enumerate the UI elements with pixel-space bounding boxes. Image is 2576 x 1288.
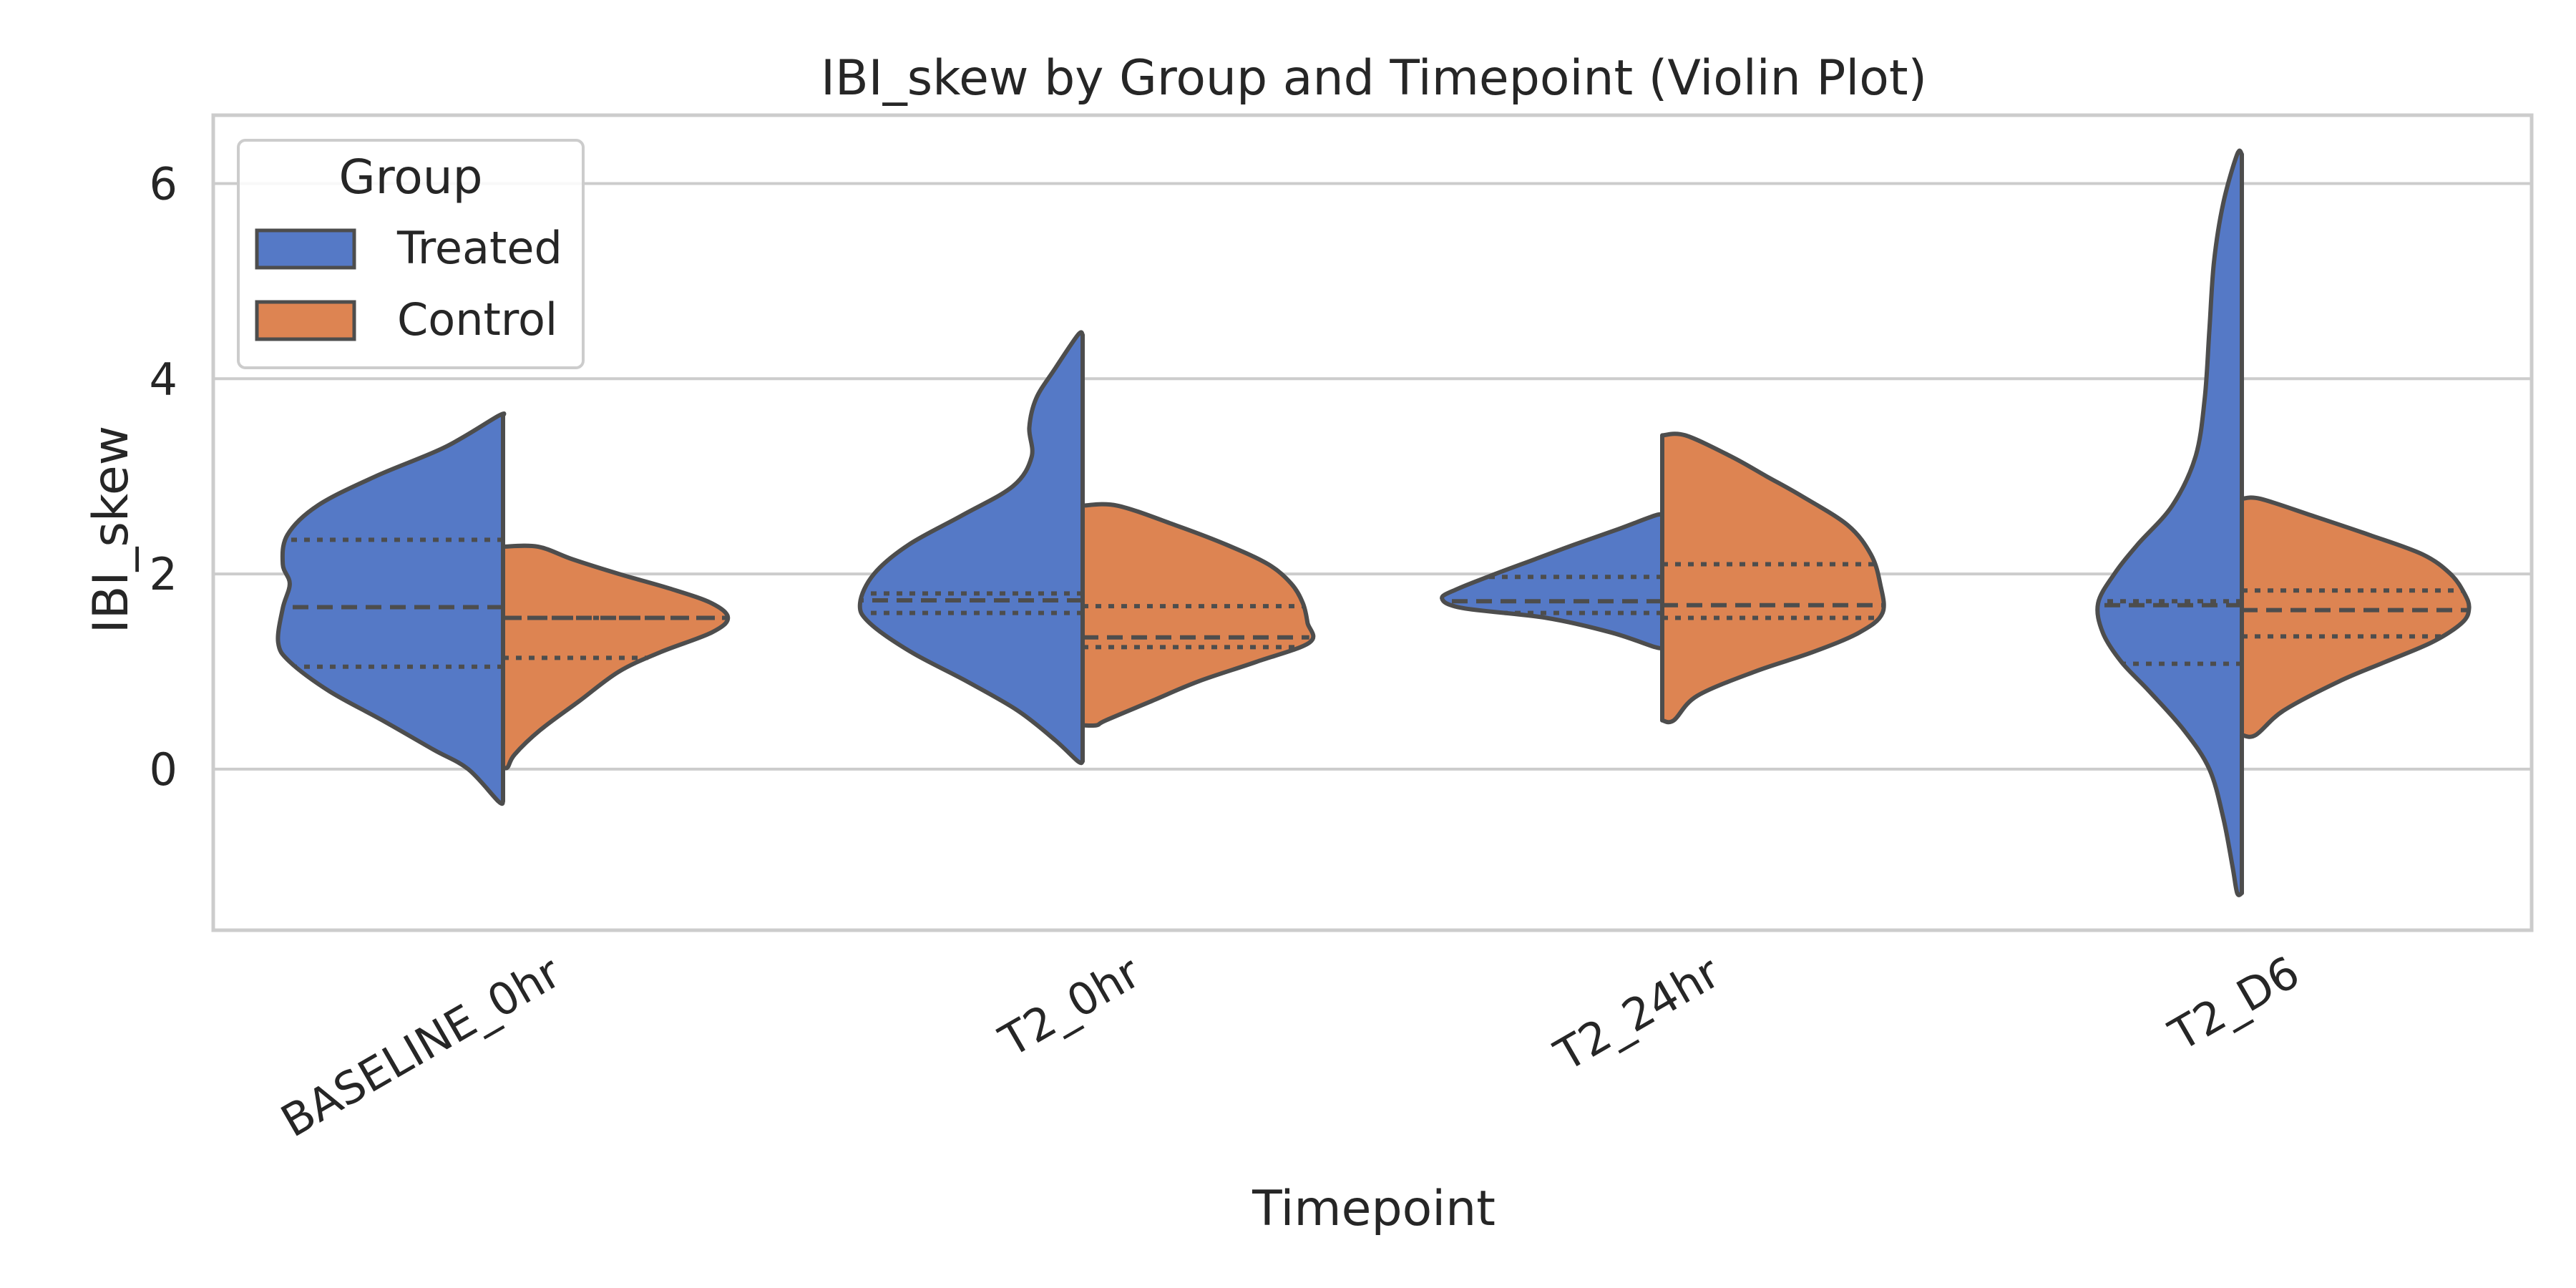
y-tick-label: 4 [150, 353, 177, 405]
legend-title: Group [339, 150, 483, 205]
violin-control-t2_24hr [1660, 431, 1886, 725]
violin-control-t2_d6 [2240, 495, 2472, 739]
y-tick-label: 0 [150, 743, 177, 796]
y-tick-label: 2 [150, 548, 177, 600]
violin-body [501, 543, 731, 771]
violin-control-t2_0hr [1080, 502, 1316, 728]
x-tick-label: T2_0hr [990, 946, 1149, 1068]
violin-control-baseline_0hr [501, 543, 731, 771]
plot-frame [211, 113, 2534, 932]
x-tick-label: T2_D6 [2160, 946, 2308, 1061]
violin-body [1080, 502, 1316, 728]
violin-body [857, 330, 1085, 766]
legend-swatch-treated [255, 228, 356, 270]
violin-body [2095, 148, 2244, 897]
y-axis-label: IBI_skew [83, 426, 140, 634]
violin-body [2240, 495, 2472, 739]
plot-background [213, 115, 2532, 930]
chart-title: IBI_skew by Group and Timepoint (Violin … [821, 50, 1927, 107]
violin-treated-baseline_0hr [275, 411, 507, 806]
x-tick-label: T2_24hr [1546, 946, 1729, 1082]
legend-swatch-control [255, 300, 356, 341]
legend: Group Treated Control [237, 139, 585, 369]
y-tick-label: 6 [150, 157, 177, 210]
x-axis-label: Timepoint [1252, 1181, 1496, 1237]
x-tick-label: BASELINE_0hr [272, 946, 569, 1148]
legend-label-control: Control [397, 293, 557, 346]
violin-treated-t2_d6 [2095, 148, 2244, 897]
violin-treated-t2_0hr [857, 330, 1085, 766]
violin-body [1660, 431, 1886, 725]
legend-label-treated: Treated [396, 222, 562, 274]
violin-treated-t2_24hr [1440, 512, 1664, 650]
